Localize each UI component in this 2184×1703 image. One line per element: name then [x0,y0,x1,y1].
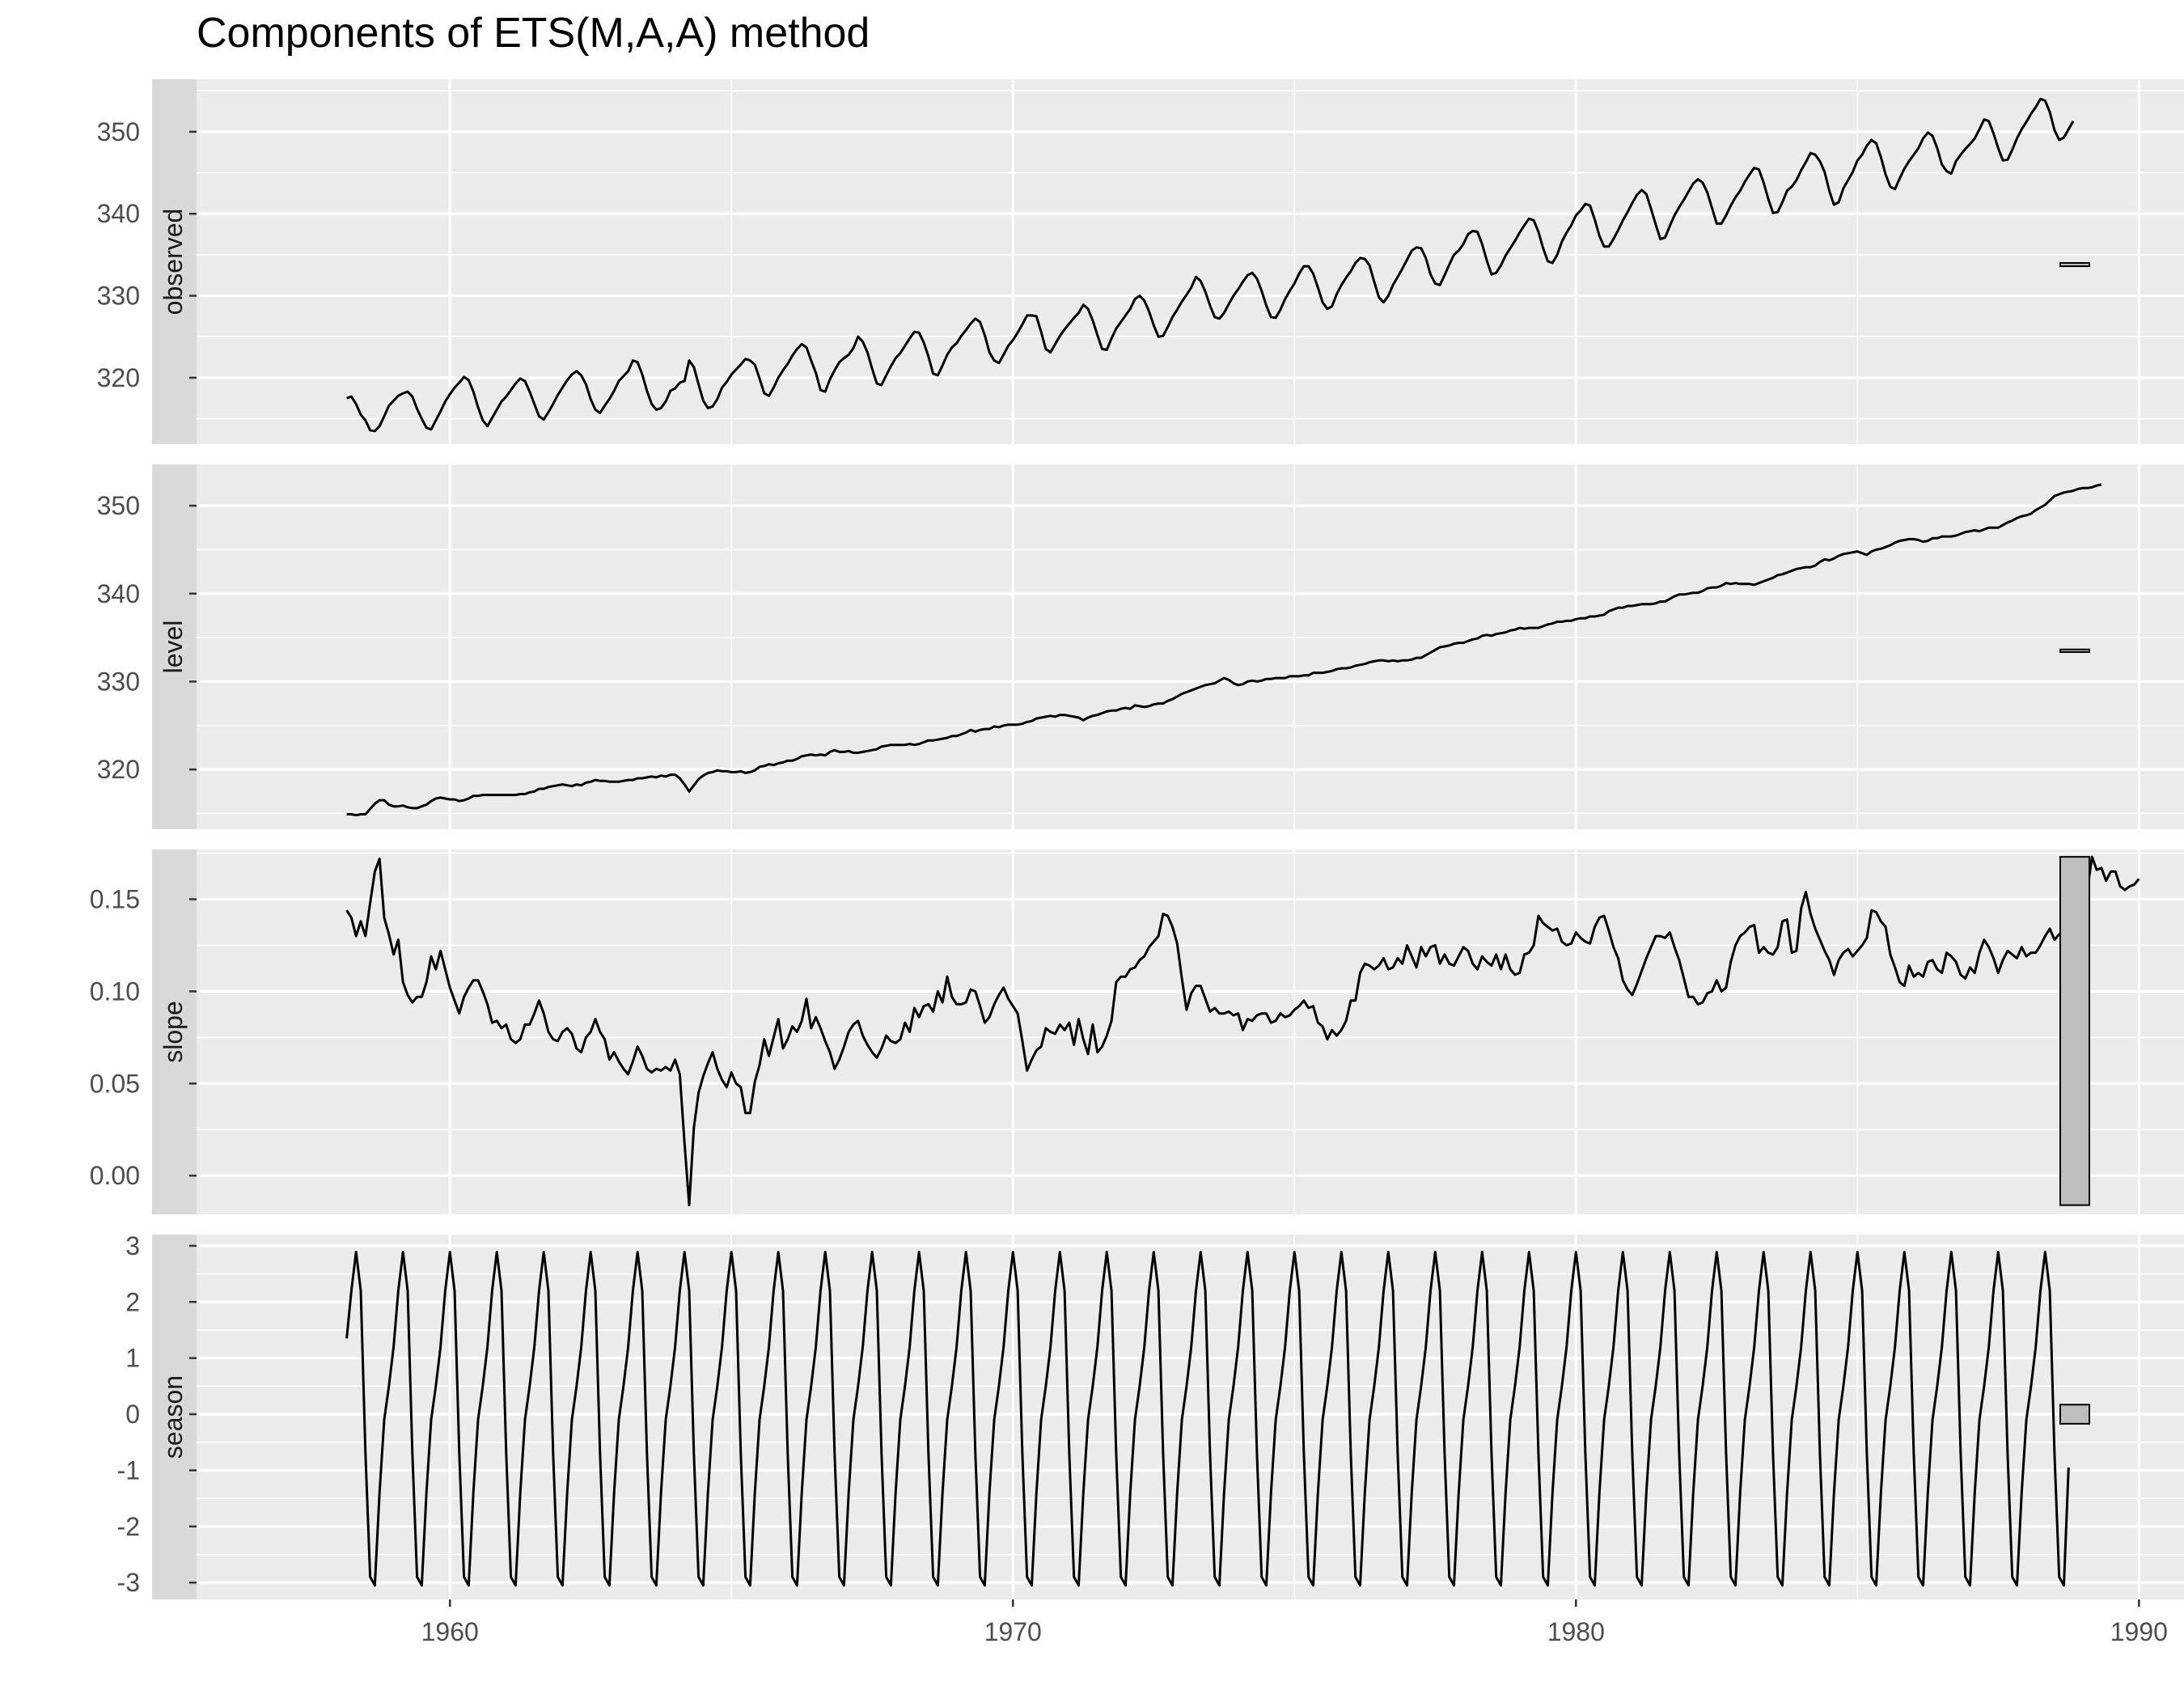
x-tick-label: 1990 [2110,1617,2168,1646]
y-tick-label-level: 350 [97,491,140,520]
y-tick-label-season: 3 [125,1231,140,1260]
strip-label-season: season [159,1375,188,1459]
y-tick-label-slope: 0.05 [90,1069,140,1098]
y-tick-label-slope: 0.00 [90,1161,140,1190]
y-tick-label-season: 0 [125,1400,140,1429]
y-tick-label-level: 340 [97,579,140,608]
y-tick-label-observed: 330 [97,282,140,311]
strip-label-slope: slope [159,1001,188,1063]
x-tick-label: 1970 [984,1617,1042,1646]
y-tick-label-season: -3 [117,1568,140,1597]
x-tick-label: 1960 [421,1617,479,1646]
scale-bar-slope [2059,856,2090,1206]
chart-title: Components of ETS(M,A,A) method [197,10,870,57]
panel-background-level [197,464,2184,829]
y-tick-label-season: 1 [125,1344,140,1373]
series-line-observed [346,97,2075,433]
y-tick-label-observed: 350 [97,117,140,146]
y-tick-label-level: 330 [97,667,140,696]
strip-label-level: level [159,621,188,674]
y-tick-label-season: 2 [125,1287,140,1316]
y-tick-label-slope: 0.10 [90,976,140,1006]
panel-background-slope [197,849,2184,1214]
strip-level [152,464,197,829]
strip-label-observed: observed [159,209,188,316]
scale-bar-level [2059,648,2090,654]
panel-background-observed [197,79,2184,444]
y-tick-label-slope: 0.15 [90,885,140,914]
x-tick-label: 1980 [1547,1617,1605,1646]
series-line-slope [345,855,2140,1207]
y-tick-label-observed: 320 [97,363,140,392]
strip-slope [152,849,197,1214]
strip-season [152,1235,197,1599]
strip-observed [152,79,197,444]
y-tick-label-season: -1 [117,1455,140,1485]
scale-bar-season [2059,1404,2090,1425]
series-line-season [345,1251,2070,1587]
y-tick-label-season: -2 [117,1512,140,1541]
series-line-level [346,483,2102,817]
scale-bar-observed [2059,262,2090,268]
y-tick-label-level: 320 [97,755,140,784]
y-tick-label-observed: 340 [97,199,140,228]
